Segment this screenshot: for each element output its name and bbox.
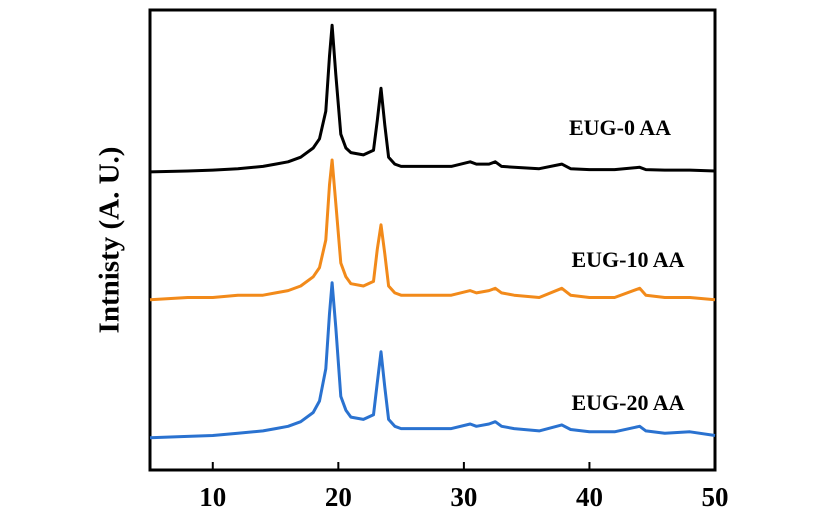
series-label: EUG-10 AA xyxy=(571,247,684,272)
xrd-line xyxy=(149,23,716,174)
x-tick-label: 10 xyxy=(199,482,226,512)
x-tick-label: 20 xyxy=(325,482,352,512)
series-label: EUG-20 AA xyxy=(571,390,684,415)
x-tick-label: 30 xyxy=(450,482,477,512)
series-label: EUG-0 AA xyxy=(569,115,671,140)
y-axis-title: Intnisty (A. U.) xyxy=(94,147,126,334)
plot-frame xyxy=(148,8,717,472)
xrd-line xyxy=(149,281,716,440)
x-tick-label: 50 xyxy=(702,482,729,512)
xrd-line xyxy=(149,158,716,302)
x-tick-label: 40 xyxy=(576,482,603,512)
